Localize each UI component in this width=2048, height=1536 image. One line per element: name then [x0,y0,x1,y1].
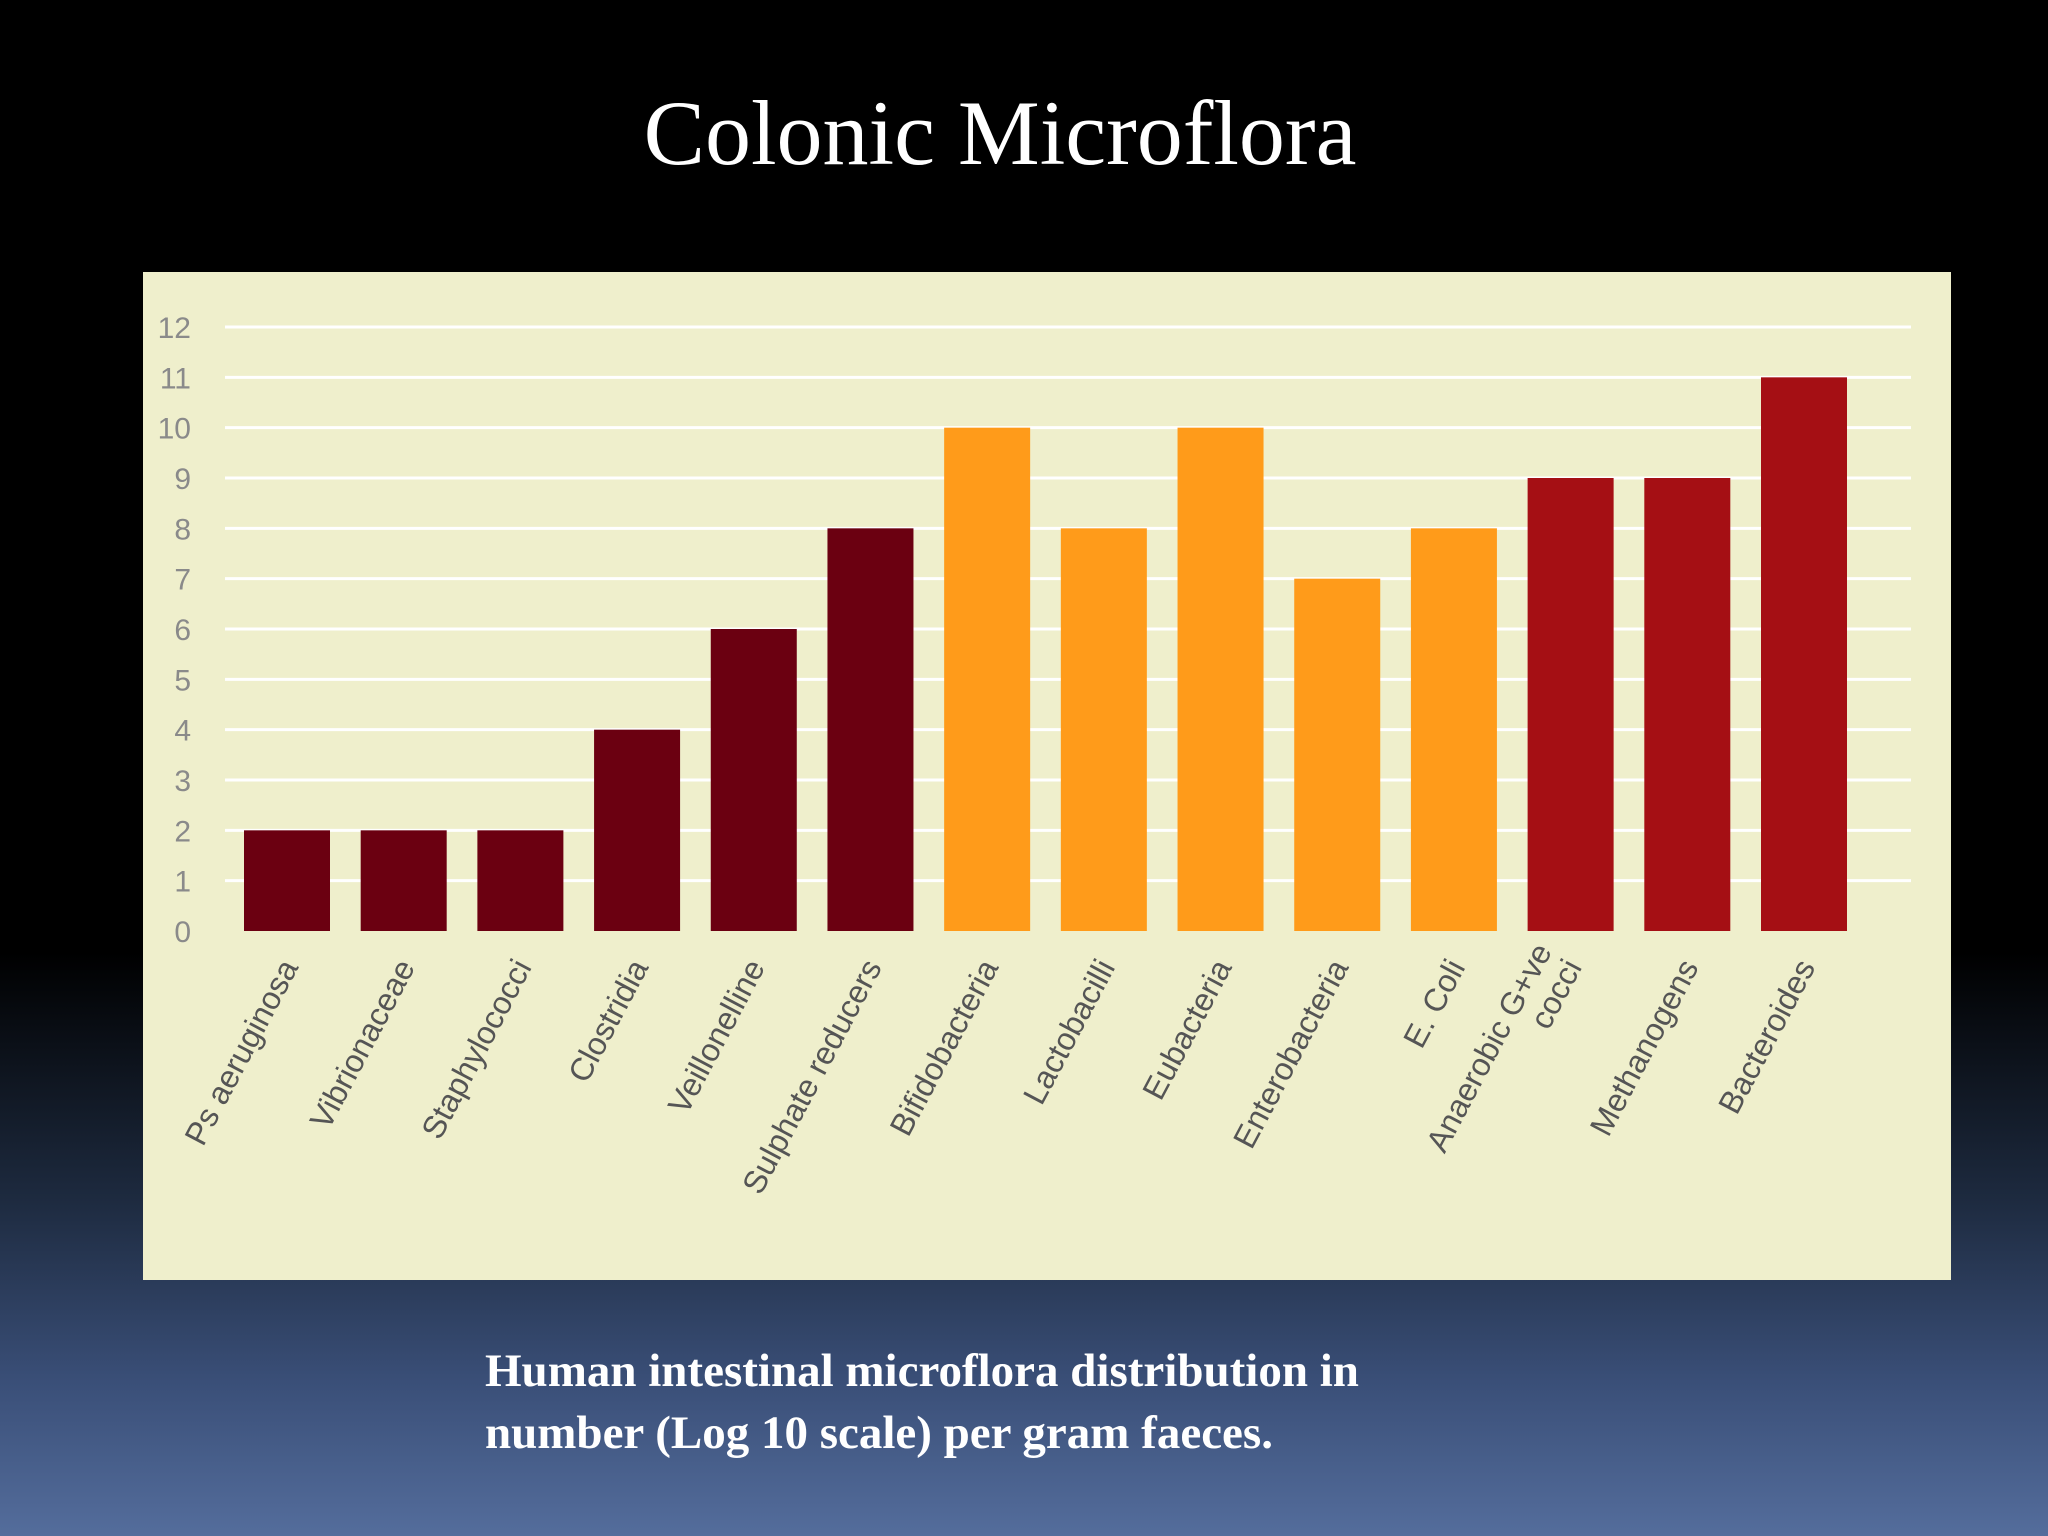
bar [1761,377,1847,931]
x-tick-label-line: Clostridia [561,953,655,1088]
x-tick-label: Vibrionaceae [303,953,422,1134]
slide-caption: Human intestinal microflora distribution… [485,1340,1685,1464]
x-tick-label-line: Veillonelline [661,953,772,1119]
bar [1060,528,1147,931]
y-tick-label: 8 [174,513,191,546]
bar [244,830,330,931]
x-tick-label: Eubacteria [1135,953,1239,1105]
x-tick-label: E. Coli [1396,953,1472,1053]
x-tick-label: Bacteroides [1711,953,1822,1119]
x-tick-label: Staphylococci [414,953,538,1144]
bar [944,427,1031,931]
caption-line-1: Human intestinal microflora distribution… [485,1345,1359,1397]
bar [477,830,564,931]
bars [244,377,1847,931]
x-tick-label: Veillonelline [661,953,772,1119]
x-tick-label-line: Lactobacilli [1016,953,1122,1110]
x-tick-label: Bifidobacteria [883,953,1006,1141]
x-tick-label: Ps aeruginosa [177,953,305,1151]
y-tick-label: 12 [158,312,191,345]
x-tick-label-line: Eubacteria [1135,953,1239,1105]
y-tick-label: 10 [158,413,191,446]
x-tick-label: Lactobacilli [1016,953,1122,1110]
chart-panel: 0 1 2 3 4 5 6 7 8 9 10 11 12 Ps aeruginosa Vibrionace… [143,272,1951,1280]
y-tick-label: 0 [174,916,191,949]
x-tick-label: Enterobacteria [1226,953,1356,1154]
x-tick-label-line: Bacteroides [1711,953,1822,1119]
bar [360,830,447,931]
bar [1294,578,1381,931]
x-tick-label-line: Staphylococci [414,953,538,1144]
bar [827,528,914,931]
x-tick-label-line: Bifidobacteria [883,953,1006,1141]
x-tick-label: Methanogens [1583,953,1706,1141]
y-tick-label: 1 [174,866,191,899]
bar [1177,427,1264,931]
y-tick-label: 5 [174,664,191,697]
y-tick-label: 6 [174,614,191,647]
x-tick-label-line: E. Coli [1396,953,1472,1053]
y-tick-label: 7 [174,564,191,597]
y-tick-label: 11 [160,362,191,395]
bar [1410,528,1497,931]
y-tick-label: 2 [174,815,191,848]
x-tick-label-line: Vibrionaceae [303,953,422,1134]
bar [1644,478,1731,931]
y-tick-label: 9 [174,463,191,496]
bar [594,729,681,931]
y-tick-label: 3 [174,765,191,798]
x-tick-label-line: Ps aeruginosa [177,953,305,1151]
bar [1527,478,1614,931]
x-tick-label: Clostridia [561,953,655,1088]
x-tick-label-line: Methanogens [1583,953,1706,1141]
slide-title: Colonic Microflora [643,82,1357,184]
y-tick-label: 4 [174,715,191,748]
bar [710,629,797,931]
caption-line-2: number (Log 10 scale) per gram faeces. [485,1407,1273,1459]
x-tick-label-line: Enterobacteria [1226,953,1356,1154]
